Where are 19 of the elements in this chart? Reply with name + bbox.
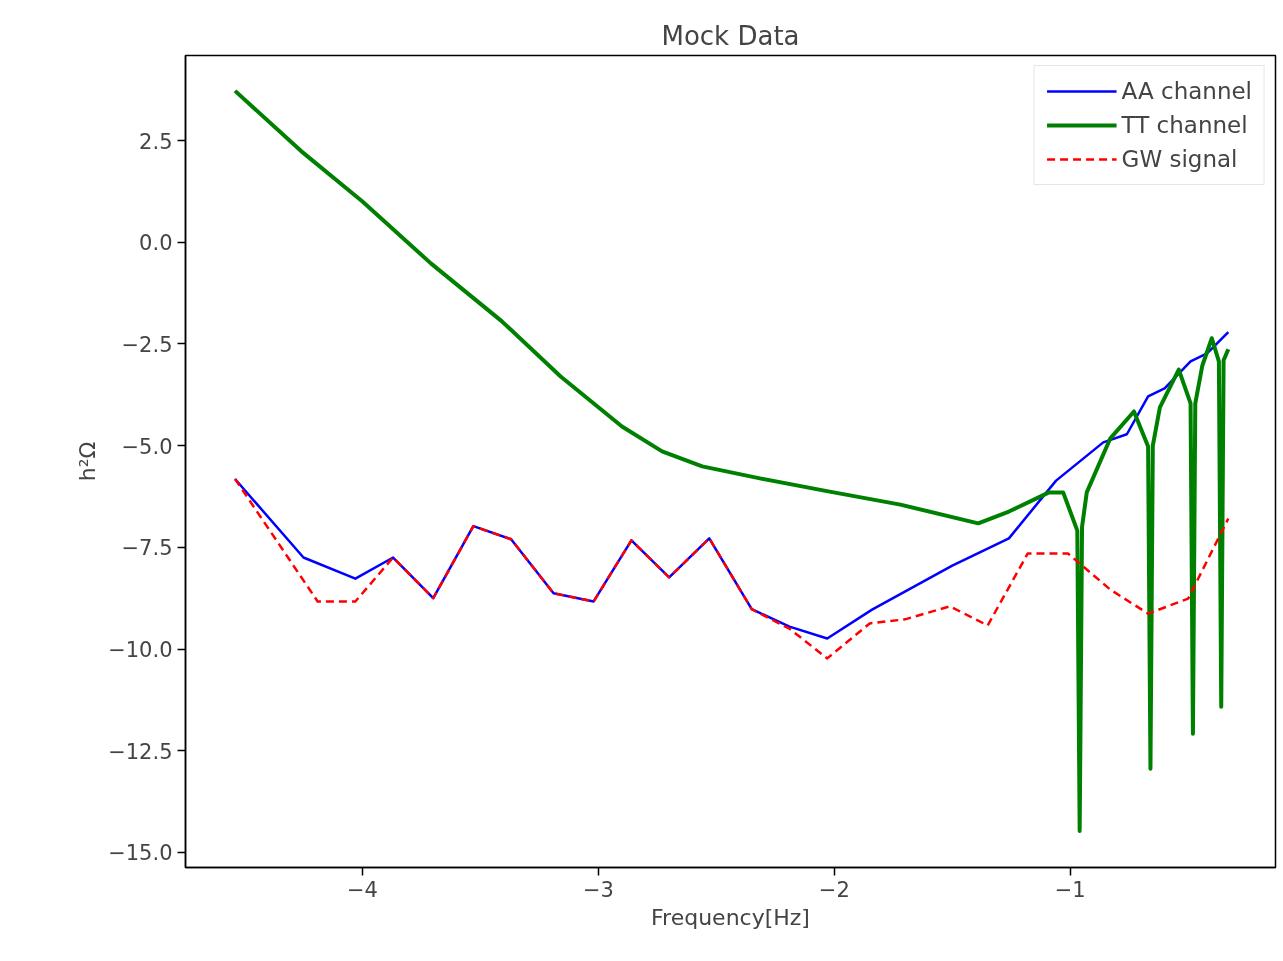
y-tick-label: −2.5 — [121, 332, 173, 357]
chart-title: Mock Data — [661, 20, 800, 51]
legend-label: AA channel — [1121, 78, 1252, 104]
y-tick-label: −7.5 — [121, 536, 173, 561]
y-tick-label: 0.0 — [139, 231, 173, 256]
line-series — [233, 477, 1230, 660]
x-tick-label: −1 — [1054, 877, 1086, 902]
y-axis-title: h²Ω — [75, 441, 101, 482]
x-tick-label: −3 — [582, 877, 614, 902]
y-tick-label: −10.0 — [108, 638, 173, 663]
y-tick-label: 2.5 — [139, 129, 173, 154]
y-tick-label: −5.0 — [121, 434, 173, 459]
x-tick-label: −4 — [346, 877, 378, 902]
y-tick-label: −15.0 — [108, 841, 173, 866]
x-tick-label: −2 — [818, 877, 850, 902]
x-axis-title: Frequency[Hz] — [651, 904, 810, 930]
legend-label: GW signal — [1121, 146, 1238, 172]
legend-label: TT channel — [1121, 112, 1248, 138]
y-tick-label: −12.5 — [108, 739, 173, 764]
